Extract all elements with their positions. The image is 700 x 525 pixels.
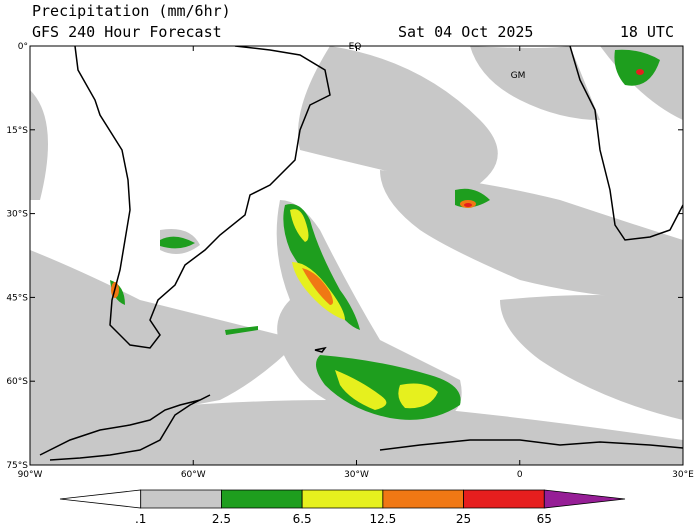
lat-label: 60°S [6,377,28,387]
color-bar-label: 2.5 [212,512,231,525]
lat-label: 30°S [6,210,28,220]
map-area [30,46,683,465]
color-bar-label: 12.5 [369,512,396,525]
extreme-precip [464,69,644,207]
date: Sat 04 Oct 2025 [398,23,533,41]
subtitle: GFS 240 Hour Forecast [32,23,222,41]
map-label: GM [511,71,526,81]
lon-label: 90°W [18,470,43,480]
lat-label: 45°S [6,293,28,303]
color-swatch [543,489,626,509]
color-swatch [140,489,222,509]
lat-label: 15°S [6,126,28,136]
map-label: EQ [349,42,362,52]
heavy-precip [290,209,438,410]
coastlines [39,46,683,461]
color-swatch [301,489,384,509]
lon-label: 30°E [672,470,694,480]
color-swatch [59,489,142,509]
axes: EQ GM 0° 15°S 30°S 45°S 60°S 75°S90°W 60°W 30°W 0 3… [6,42,694,480]
lon-label: 60°W [181,470,206,480]
lat-label: 75°S [6,461,28,471]
lon-label: 30°W [344,470,369,480]
color-swatch [463,489,545,509]
color-bar-label: .1 [135,512,146,525]
color-bar-label: 65 [537,512,552,525]
time: 18 UTC [620,23,674,41]
color-swatch [382,489,464,509]
title: Precipitation (mm/6hr) [32,2,231,20]
lon-label: 0 [517,470,523,480]
color-bar-label: 6.5 [293,512,312,525]
color-bar-label: 25 [456,512,471,525]
lat-label: 0° [18,42,28,52]
color-bar: .1 2.5 6.5 12.5 25 65 [59,489,626,525]
color-swatch [221,489,303,509]
